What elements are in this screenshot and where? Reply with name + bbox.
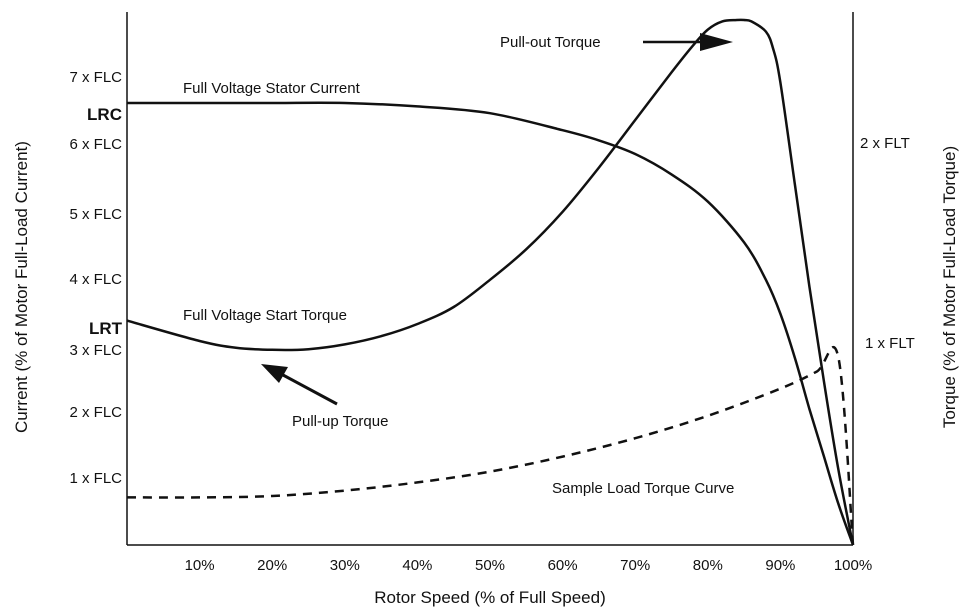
y-right-tick-1: 1 x FLT [865,335,915,352]
lrc-marker: LRC [87,105,122,124]
y-tick-2: 2 x FLC [69,404,122,421]
x-tick-100: 100% [834,557,872,574]
x-tick-70: 70% [620,557,650,574]
stator-current-label: Full Voltage Stator Current [183,80,361,97]
y-tick-7: 7 x FLC [69,69,122,86]
x-tick-10: 10% [185,557,215,574]
x-tick-60: 60% [548,557,578,574]
y-tick-1: 1 x FLC [69,470,122,487]
pull-up-arrow-head [261,364,288,383]
series-load-torque [126,346,855,546]
x-tick-80: 80% [693,557,723,574]
pull-out-arrow-head [700,33,733,51]
lrt-marker: LRT [89,319,123,338]
load-curve-label: Sample Load Torque Curve [552,480,734,497]
x-tick-40: 40% [402,557,432,574]
x-tick-50: 50% [475,557,505,574]
start-torque-label: Full Voltage Start Torque [183,307,347,324]
x-tick-30: 30% [330,557,360,574]
y-axis-left-title: Current (% of Motor Full-Load Current) [12,141,31,433]
y-tick-4: 4 x FLC [69,271,122,288]
series-stator-current [127,101,855,546]
pull-up-label: Pull-up Torque [292,413,388,430]
series-start-torque [126,18,855,546]
y-axis-right-title: Torque (% of Motor Full-Load Torque) [940,146,959,428]
pull-up-arrow-shaft [282,373,338,406]
x-tick-20: 20% [257,557,287,574]
y-tick-6: 6 x FLC [69,136,122,153]
pull-out-label: Pull-out Torque [500,34,601,51]
y-tick-3: 3 x FLC [69,342,122,359]
y-tick-5: 5 x FLC [69,206,122,223]
x-axis-title: Rotor Speed (% of Full Speed) [374,588,606,607]
y-right-tick-2: 2 x FLT [860,135,910,152]
x-tick-90: 90% [765,557,795,574]
